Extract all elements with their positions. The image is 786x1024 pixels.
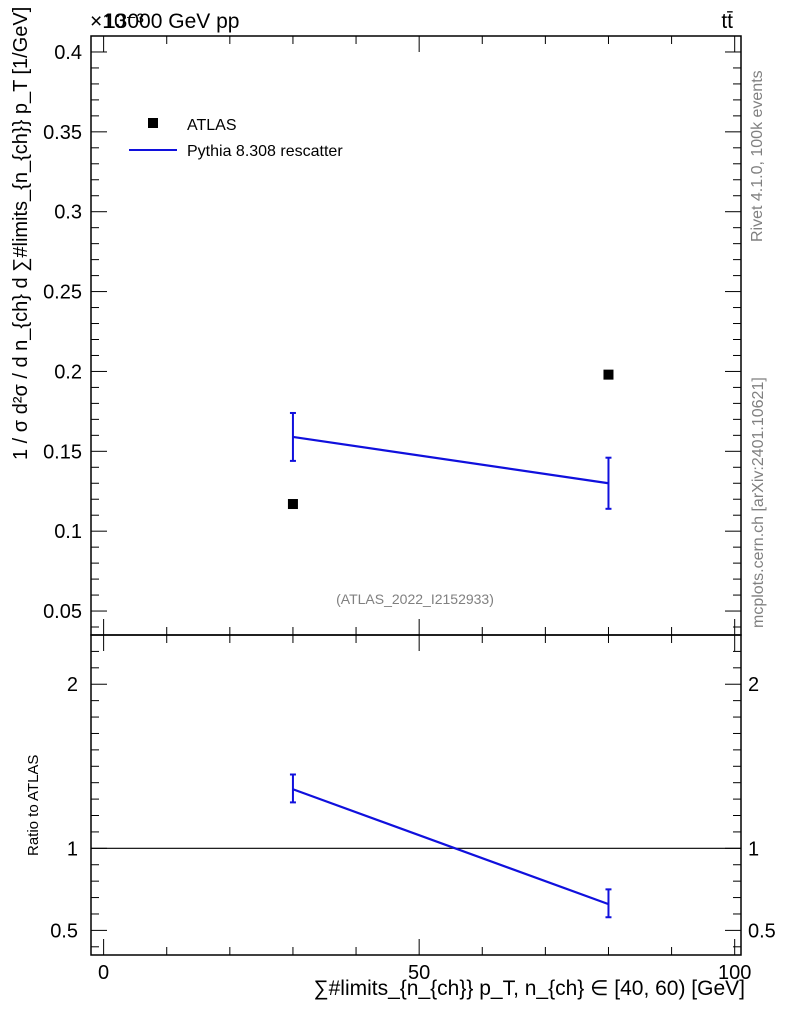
energy-label: 13000 GeV pp <box>104 10 239 33</box>
main-series-layer <box>287 369 614 510</box>
atlas-marker <box>287 499 298 510</box>
x-axis-title: ∑#limits_{n_{ch}} p_T, n_{ch} ∈ [40, 60)… <box>314 977 745 1000</box>
rivet-label: Rivet 4.1.0, 100k events <box>749 70 766 242</box>
legend-atlas-marker <box>148 118 158 128</box>
pythia-line <box>292 435 609 485</box>
exponent-label: ×10⁻³ <box>90 10 144 33</box>
ratio-panel-frame <box>90 634 742 956</box>
analysis-label: (ATLAS_2022_I2152933) <box>336 591 494 607</box>
main-y-axis: 0.05 0.1 0.15 0.2 0.25 0.3 0.35 0.4 <box>43 35 741 628</box>
x-tick-label: 100 <box>718 962 751 984</box>
legend-atlas-label: ATLAS <box>187 117 237 134</box>
main-y-tick-label: 0.25 <box>43 282 82 304</box>
ratio-y-axis: 0.5 0.5 1 1 2 2 <box>50 650 776 948</box>
ratio-y-tick-label-right: 2 <box>748 674 759 696</box>
x-tick-label: 0 <box>98 962 109 984</box>
main-y-tick-label: 0.1 <box>54 521 82 543</box>
x-tick-label: 50 <box>408 962 430 984</box>
ratio-line <box>292 788 609 906</box>
ratio-y-tick-label: 0.5 <box>50 920 78 942</box>
main-y-tick-label: 0.2 <box>54 361 82 383</box>
ratio-y-tick-label: 2 <box>67 674 78 696</box>
main-y-tick-label: 0.05 <box>43 601 82 623</box>
process-label: tt̄ <box>721 10 733 33</box>
ratio-series-layer <box>289 773 612 919</box>
main-y-tick-label: 0.15 <box>43 441 82 463</box>
ratio-y-tick-label: 1 <box>67 838 78 860</box>
main-y-tick-label: 0.35 <box>43 122 82 144</box>
main-y-axis-title: 1 / σ d²σ / d n_{ch} d ∑#limits_{n_{ch}}… <box>10 7 32 460</box>
legend-pythia-label: Pythia 8.308 rescatter <box>187 143 343 160</box>
legend: ATLAS Pythia 8.308 rescatter <box>129 117 343 160</box>
ratio-x-axis: 0 50 100 <box>98 635 751 984</box>
main-x-axis <box>103 36 736 635</box>
ratio-y-tick-label-right: 1 <box>748 838 759 860</box>
main-y-tick-label: 0.3 <box>54 202 82 224</box>
main-y-tick-label: 0.4 <box>54 42 82 64</box>
ratio-y-axis-title: Ratio to ATLAS <box>25 755 42 856</box>
atlas-marker <box>603 369 614 380</box>
ratio-y-tick-label-right: 0.5 <box>748 920 776 942</box>
mcplots-label: mcplots.cern.ch [arXiv:2401.10621] <box>750 377 767 628</box>
